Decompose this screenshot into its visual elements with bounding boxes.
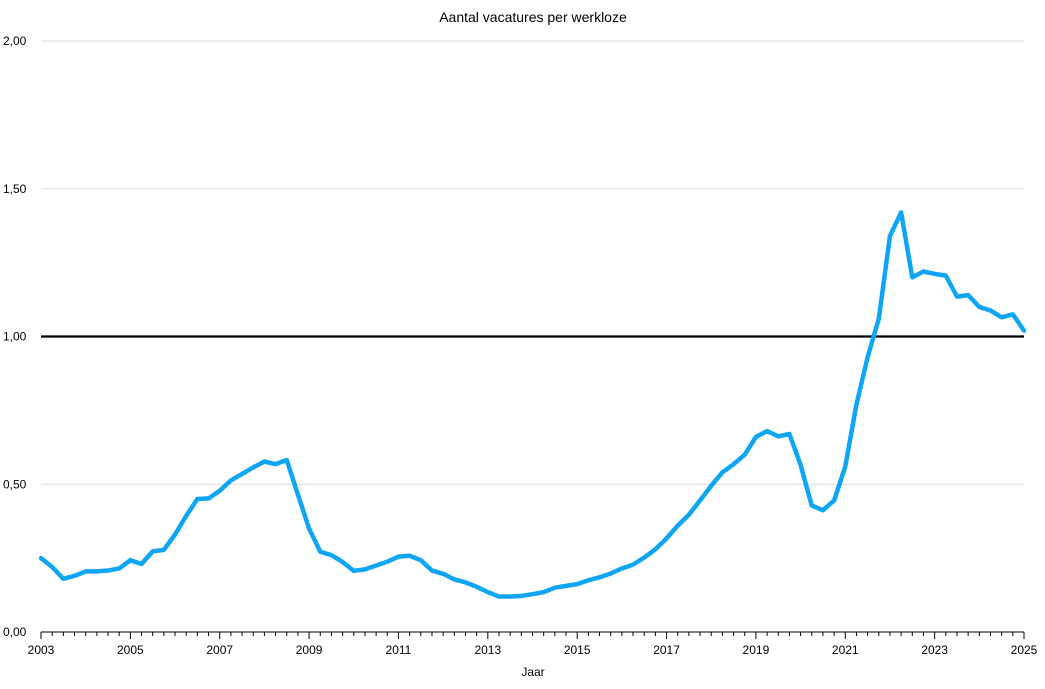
- chart-title: Aantal vacatures per werkloze: [439, 9, 627, 25]
- x-tick-label: 2019: [743, 643, 770, 657]
- x-axis-title: Jaar: [521, 665, 544, 679]
- series-line-0: [38, 210, 1027, 599]
- x-tick-label: 2015: [564, 643, 591, 657]
- x-tick-label: 2013: [474, 643, 501, 657]
- y-axis-tick-labels: 0,00 0,50 1,00 1,50 2,00: [3, 34, 27, 639]
- x-axis: 2003 2005 2007 2009 2011 2013 2015 2017 2019 2021…: [28, 631, 1038, 657]
- y-tick-label: 0,00: [3, 625, 27, 639]
- x-tick-label: 2009: [296, 643, 323, 657]
- x-tick-label: 2021: [832, 643, 859, 657]
- gridlines: [41, 40, 1024, 485]
- x-tick-label: 2007: [206, 643, 233, 657]
- x-tick-label: 2011: [386, 643, 412, 657]
- x-tick-label: 2023: [921, 643, 948, 657]
- x-tick-label: 2003: [28, 643, 55, 657]
- y-tick-label: 2,00: [3, 34, 27, 48]
- y-tick-label: 1,50: [3, 182, 27, 196]
- y-tick-label: 0,50: [3, 477, 27, 491]
- x-tick-label: 2017: [653, 643, 680, 657]
- y-tick-label: 1,00: [3, 330, 27, 344]
- x-tick-label: 2025: [1011, 643, 1038, 657]
- x-tick-label: 2005: [117, 643, 144, 657]
- series-group: [38, 210, 1027, 599]
